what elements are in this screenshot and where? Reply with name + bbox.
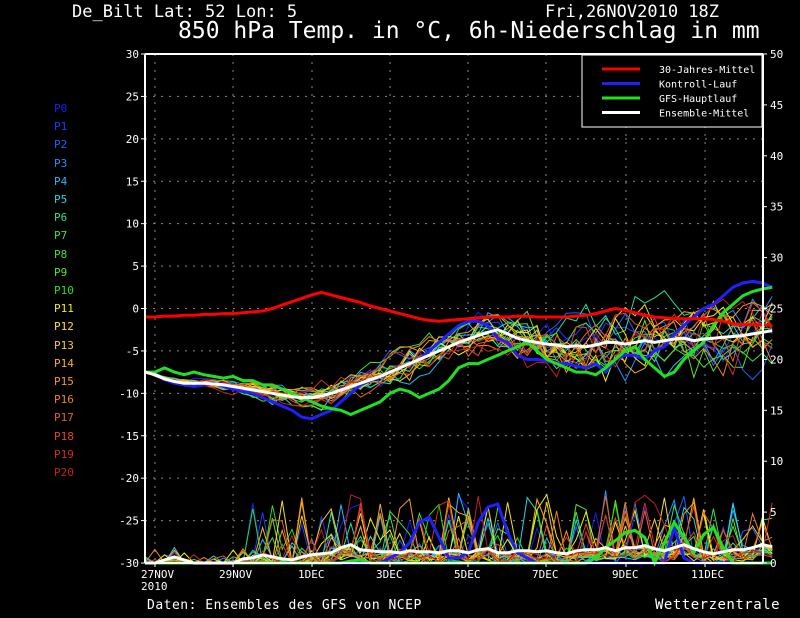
x-tick-sublabel: 2010 [141, 580, 168, 593]
x-tick-label: 9DEC [612, 568, 639, 581]
right-tick-label: 25 [770, 303, 783, 316]
member-temp-line [144, 301, 773, 400]
member-label: P6 [54, 211, 68, 225]
legend-label: 30-Jahres-Mittel [659, 65, 755, 76]
right-tick-label: 40 [770, 150, 783, 163]
member-label: P16 [54, 393, 74, 407]
left-tick-label: -15 [119, 430, 139, 443]
left-tick-label: 0 [132, 303, 139, 316]
series-kontroll-lauf [144, 279, 773, 421]
chart-title: 850 hPa Temp. in °C, 6h-Niederschlag in … [178, 18, 760, 44]
member-label: P8 [54, 247, 68, 261]
station-info: De_Bilt Lat: 52 Lon: 5 [72, 2, 298, 22]
left-tick-label: 25 [126, 90, 139, 103]
right-tick-label: 35 [770, 201, 783, 214]
left-tick-label: -10 [119, 387, 139, 400]
right-tick-label: 20 [770, 353, 783, 366]
left-tick-label: -25 [119, 515, 139, 528]
x-tick-label: 3DEC [376, 568, 403, 581]
legend-box [581, 54, 763, 128]
member-label: P9 [54, 265, 68, 279]
member-label: P13 [54, 338, 74, 352]
member-label: P14 [54, 356, 74, 370]
right-tick-label: 10 [770, 455, 783, 468]
left-tick-label: 20 [126, 133, 139, 146]
member-label: P4 [54, 174, 68, 188]
member-temp-line [144, 310, 773, 394]
series-gfs-hauptlauf [145, 285, 773, 417]
x-tick-label: 5DEC [454, 568, 481, 581]
right-tick-label: 45 [770, 99, 783, 112]
member-label: P2 [54, 138, 68, 152]
axes: 302520151050-5-10-15-20-25-3050454035302… [119, 48, 783, 593]
series-niederschlag-ensemble-mittel [145, 543, 773, 565]
left-tick-label: 10 [126, 218, 139, 231]
member-label: P18 [54, 429, 74, 443]
left-tick-label: -5 [126, 345, 139, 358]
grid [145, 54, 763, 563]
member-label: P12 [54, 320, 74, 334]
member-label: P1 [54, 120, 68, 134]
left-tick-label: -20 [119, 472, 139, 485]
run-datetime: Fri,26NOV2010 18Z [545, 2, 719, 22]
right-tick-label: 0 [770, 557, 777, 570]
member-label: P0 [54, 102, 68, 115]
member-precip-line [145, 503, 773, 564]
x-tick-label: 7DEC [532, 568, 559, 581]
member-label: P17 [54, 411, 74, 425]
left-tick-label: 30 [126, 48, 139, 61]
member-label: P19 [54, 447, 74, 461]
member-temp-line [144, 312, 773, 404]
member-label: P7 [54, 229, 68, 243]
right-tick-label: 5 [770, 506, 777, 519]
x-tick-label: 29NOV [219, 568, 252, 581]
series-30-jahres-mittel [145, 290, 773, 327]
right-tick-label: 50 [770, 48, 783, 61]
data-source: Daten: Ensembles des GFS von NCEP [147, 598, 422, 613]
member-label: P3 [54, 156, 68, 170]
x-tick-label: 1DEC [298, 568, 325, 581]
x-tick-label: 11DEC [691, 568, 724, 581]
member-label: P15 [54, 375, 74, 388]
member-label: P5 [54, 193, 68, 206]
legend-label: Ensemble-Mittel [659, 109, 749, 120]
left-tick-label: 15 [126, 175, 139, 188]
legend-label: Kontroll-Lauf [659, 80, 737, 91]
chart-legend: 30-Jahres-Mittel Kontroll-Lauf GFS-Hauptla… [581, 54, 763, 128]
left-tick-label: -30 [119, 557, 139, 570]
left-tick-label: 5 [132, 260, 139, 273]
right-tick-label: 15 [770, 404, 783, 417]
member-label: P20 [54, 466, 74, 479]
member-label: P11 [54, 302, 74, 316]
brand-label: Wetterzentrale [655, 597, 781, 613]
x-tick-label: 27NOV [141, 568, 174, 581]
member-label: P10 [54, 284, 74, 297]
legend-label: GFS-Hauptlauf [659, 94, 737, 105]
right-tick-label: 30 [770, 252, 783, 265]
series-ensemble-mittel [144, 328, 773, 400]
